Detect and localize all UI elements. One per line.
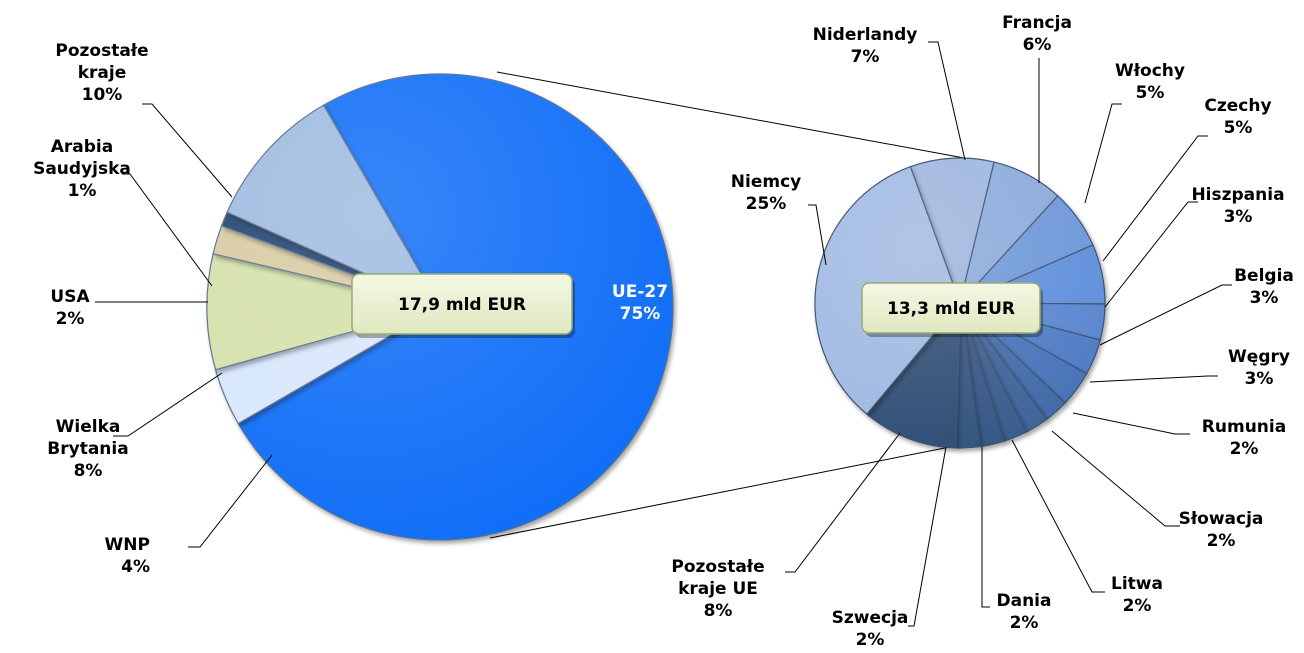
pct-niemcy-1: 25% [746,194,787,214]
pct-slowacja-1: 2% [1207,531,1236,551]
leader-szwecja [908,446,947,627]
name-litwa-0: Litwa [1111,574,1163,594]
pct-litwa-1: 2% [1123,596,1152,616]
pct-ue-27-1: 75% [620,304,661,324]
pct-hiszpania-1: 3% [1224,207,1253,227]
name-pozostale-kraje-1: kraje [78,63,127,83]
leader-wegry [1089,375,1218,383]
name-szwecja-0: Szwecja [832,608,909,628]
leader-pozostale-kraje [142,103,233,198]
leader-lines [95,41,1232,627]
pct-pozostale-kraje-2: 10% [82,85,123,105]
main-total-box-label: 17,9 mld EUR [398,295,526,315]
name-pozostale-kraje-0: Pozostałe [55,41,148,61]
leader-niderlandy [928,41,966,161]
pct-wlochy-1: 5% [1136,83,1165,103]
pct-szwecja-1: 2% [856,630,885,649]
pct-francja-1: 6% [1023,35,1052,55]
name-czechy-0: Czechy [1204,96,1271,116]
name-slowacja-0: Słowacja [1179,509,1264,529]
leader-wnp [188,454,273,548]
pct-rumunia-1: 2% [1230,439,1259,459]
name-hiszpania-0: Hiszpania [1191,185,1284,205]
pct-wegry-1: 3% [1245,369,1274,389]
main-total-box-frame [351,273,573,335]
name-francja-0: Francja [1002,13,1072,33]
name-wlochy-0: Włochy [1115,61,1185,81]
leader-wlochy [1084,103,1122,204]
sub-label-szwecja: Szwecja 2% [832,608,909,650]
name-wegry-0: Węgry [1228,347,1290,367]
leader-wielka-brytania [113,372,223,437]
sub-total-box-frame [861,282,1041,334]
pct-arabia-saudyjska-2: 1% [68,181,97,201]
leader-hiszpania [1104,201,1198,308]
name-niemcy-0: Niemcy [731,172,801,192]
pct-dania-1: 2% [1010,613,1039,633]
leader-czechy [1102,135,1208,262]
leader-arabia-saudyjska [122,173,213,287]
name-belgia-0: Belgia [1234,266,1294,286]
leader-niemcy [808,204,827,266]
name-pozostale-kraje-ue-1: kraje UE [678,579,758,599]
leader-litwa [1011,439,1105,593]
name-niderlandy-0: Niderlandy [813,25,918,45]
leader-belgia [1099,284,1232,346]
name-ue-27-0: UE-27 [612,282,668,302]
leader-slowacja [1051,430,1180,527]
total-boxes: 17,9 mld EUR 13,3 mld EUR [351,273,1043,338]
leader-dania [981,447,990,608]
pct-wnp-1: 4% [121,557,150,577]
sub-total-box-label: 13,3 mld EUR [887,299,1015,319]
name-arabia-saudyjska-1: Saudyjska [33,159,131,179]
name-pozostale-kraje-ue-0: Pozostałe [671,557,764,577]
pct-pozostale-kraje-ue-2: 8% [704,601,733,621]
name-arabia-saudyjska-0: Arabia [51,137,113,157]
name-wnp-0: WNP [105,535,150,555]
main-total-box: 17,9 mld EUR [351,273,575,338]
pct-usa-1: 2% [56,309,85,329]
sub-total-box: 13,3 mld EUR [861,282,1043,337]
pct-belgia-1: 3% [1250,288,1279,308]
leader-rumunia [1072,412,1190,435]
pct-wielka-brytania-2: 8% [74,461,103,481]
name-dania-0: Dania [997,591,1052,611]
name-wielka-brytania-1: Brytania [47,439,128,459]
pct-czechy-1: 5% [1224,118,1253,138]
leader-pozostale-kraje-ue [785,432,901,573]
data-labels: UE-2775%WNP4%WielkaBrytania8%USA2%Arabia… [33,13,1294,650]
name-wielka-brytania-0: Wielka [56,417,121,437]
pct-niderlandy-1: 7% [851,47,880,67]
name-usa-0: USA [50,287,90,307]
name-rumunia-0: Rumunia [1202,417,1286,437]
